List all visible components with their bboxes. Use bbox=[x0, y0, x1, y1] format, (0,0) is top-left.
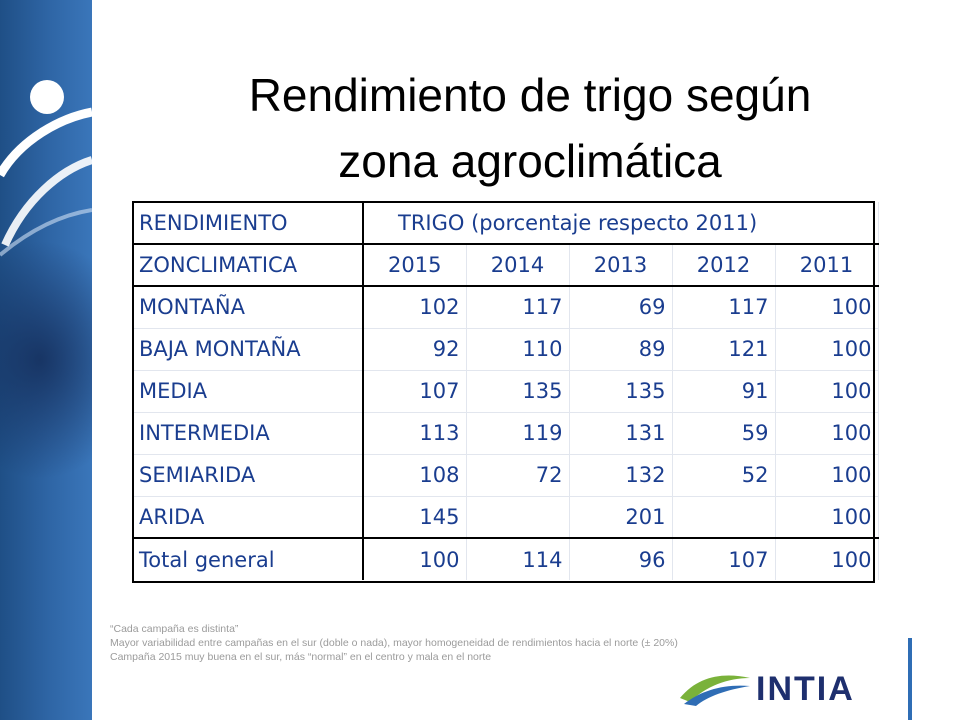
title-line-2: zona agroclimática bbox=[338, 135, 722, 187]
year-header: 2012 bbox=[672, 244, 776, 287]
value-cell: 201 bbox=[569, 496, 673, 539]
value-cell: 119 bbox=[466, 412, 570, 455]
value-cell: 100 bbox=[775, 412, 879, 455]
table-row: MEDIA 107 135 135 91 100 bbox=[133, 370, 879, 413]
value-cell: 110 bbox=[466, 328, 570, 371]
value-cell bbox=[672, 496, 776, 539]
value-cell: 69 bbox=[569, 286, 673, 329]
intia-logo-icon bbox=[680, 675, 750, 706]
yield-table: RENDIMIENTO TRIGO (porcentaje respecto 2… bbox=[133, 202, 879, 580]
value-cell: 91 bbox=[672, 370, 776, 413]
table-row: ARIDA 145 201 100 bbox=[133, 496, 879, 539]
value-cell: 108 bbox=[363, 454, 467, 497]
table-row: BAJA MONTAÑA 92 110 89 121 100 bbox=[133, 328, 879, 371]
total-value-cell: 100 bbox=[363, 537, 467, 580]
zone-cell: ARIDA bbox=[133, 496, 364, 539]
value-cell: 117 bbox=[672, 286, 776, 329]
header-left-cell: RENDIMIENTO bbox=[133, 202, 364, 245]
value-cell: 100 bbox=[775, 370, 879, 413]
total-value-cell: 107 bbox=[672, 537, 776, 580]
value-cell: 92 bbox=[363, 328, 467, 371]
intia-logo-text: INTIA bbox=[756, 670, 855, 708]
subheader-label: ZONCLIMATICA bbox=[133, 244, 364, 287]
total-value-cell: 114 bbox=[466, 537, 570, 580]
value-cell: 135 bbox=[569, 370, 673, 413]
year-header: 2013 bbox=[569, 244, 673, 287]
year-header: 2015 bbox=[363, 244, 467, 287]
value-cell: 102 bbox=[363, 286, 467, 329]
value-cell: 107 bbox=[363, 370, 467, 413]
value-cell: 72 bbox=[466, 454, 570, 497]
title-line-1: Rendimiento de trigo según bbox=[248, 69, 812, 121]
year-header: 2014 bbox=[466, 244, 570, 287]
year-header: 2011 bbox=[775, 244, 879, 287]
zone-cell: INTERMEDIA bbox=[133, 412, 364, 455]
value-cell: 145 bbox=[363, 496, 467, 539]
total-value-cell: 96 bbox=[569, 537, 673, 580]
note-line-3: Campaña 2015 muy buena en el sur, más “n… bbox=[110, 651, 492, 663]
right-accent-line bbox=[908, 638, 912, 720]
zone-cell: MONTAÑA bbox=[133, 286, 364, 329]
value-cell: 89 bbox=[569, 328, 673, 371]
table-header-row: RENDIMIENTO TRIGO (porcentaje respecto 2… bbox=[133, 202, 879, 245]
table-row: SEMIARIDA 108 72 132 52 100 bbox=[133, 454, 879, 497]
value-cell: 131 bbox=[569, 412, 673, 455]
header-right-cell: TRIGO (porcentaje respecto 2011) bbox=[363, 202, 879, 245]
slide-title: Rendimiento de trigo según zona agroclim… bbox=[110, 62, 950, 194]
zone-cell: SEMIARIDA bbox=[133, 454, 364, 497]
table-row: INTERMEDIA 113 119 131 59 100 bbox=[133, 412, 879, 455]
value-cell: 100 bbox=[775, 286, 879, 329]
value-cell: 100 bbox=[775, 496, 879, 539]
decorative-swirl-graphic bbox=[0, 80, 92, 257]
left-decorative-band bbox=[0, 0, 92, 720]
value-cell: 100 bbox=[775, 328, 879, 371]
table-row: MONTAÑA 102 117 69 117 100 bbox=[133, 286, 879, 329]
value-cell: 135 bbox=[466, 370, 570, 413]
total-label-cell: Total general bbox=[133, 537, 364, 580]
zone-cell: BAJA MONTAÑA bbox=[133, 328, 364, 371]
slide-notes: “Cada campaña es distinta” Mayor variabi… bbox=[110, 622, 890, 664]
note-line-2: Mayor variabilidad entre campañas en el … bbox=[110, 637, 678, 649]
table-total-row: Total general 100 114 96 107 100 bbox=[133, 537, 879, 580]
value-cell: 100 bbox=[775, 454, 879, 497]
value-cell: 113 bbox=[363, 412, 467, 455]
value-cell: 117 bbox=[466, 286, 570, 329]
value-cell: 132 bbox=[569, 454, 673, 497]
value-cell: 121 bbox=[672, 328, 776, 371]
note-line-1: “Cada campaña es distinta” bbox=[110, 623, 239, 635]
table-subheader-row: ZONCLIMATICA 2015 2014 2013 2012 2011 bbox=[133, 244, 879, 287]
value-cell bbox=[466, 496, 570, 539]
zone-cell: MEDIA bbox=[133, 370, 364, 413]
value-cell: 59 bbox=[672, 412, 776, 455]
value-cell: 52 bbox=[672, 454, 776, 497]
total-value-cell: 100 bbox=[775, 537, 879, 580]
